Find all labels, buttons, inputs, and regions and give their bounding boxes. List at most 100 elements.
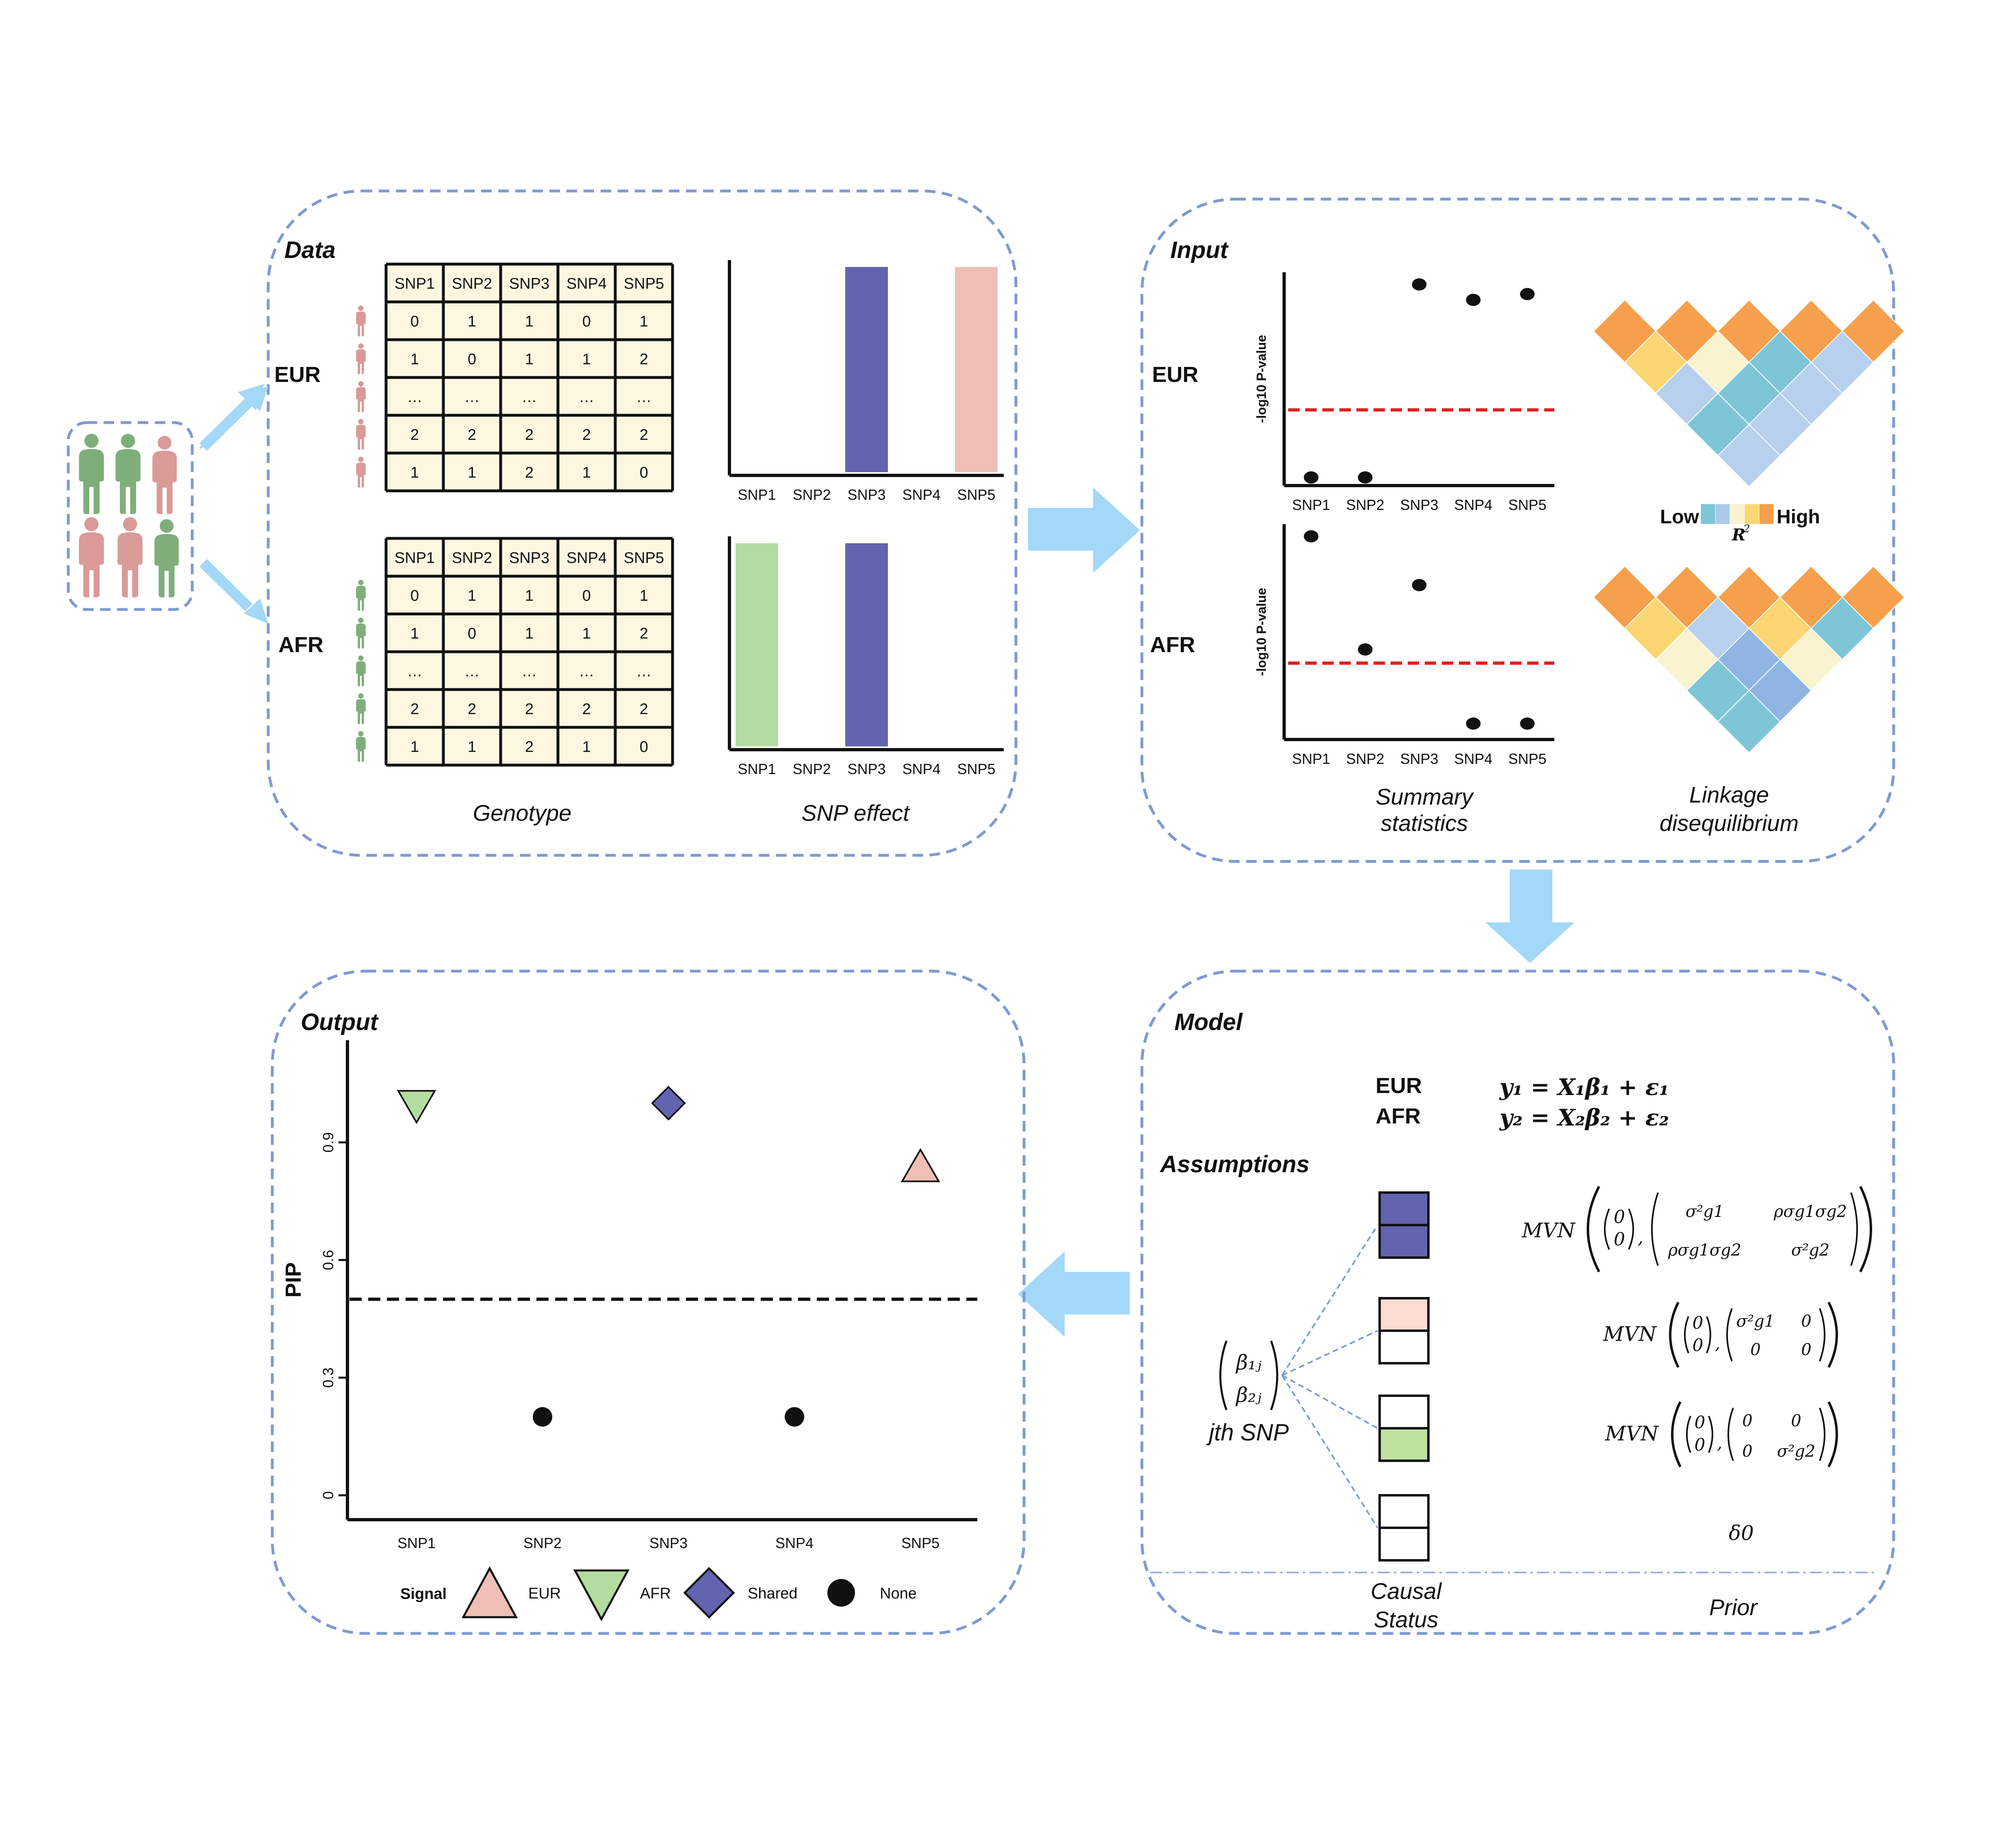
genotype-cell: … — [579, 389, 595, 406]
person-icon — [154, 519, 179, 597]
status-box-top — [1378, 1494, 1430, 1529]
prior-3-mat-right — [1819, 1408, 1825, 1461]
population-group-box — [67, 421, 194, 611]
genotype-header: SNP1 — [395, 550, 435, 567]
genotype-cell: 2 — [410, 701, 419, 718]
ld-legend-low: Low — [1660, 506, 1699, 528]
person-icon — [79, 434, 104, 514]
assumptions-label: Assumptions — [1159, 1151, 1309, 1178]
pip-point-snp3 — [651, 1086, 686, 1121]
sumstat-point-snp1 — [1304, 471, 1319, 484]
summary-stat-plot-afr: SNP1 SNP2 SNP3 SNP4 SNP5 -log10 P-value — [1254, 524, 1554, 767]
prior-2: MVN 0 0 , σ²g1 0 0 0 — [1603, 1301, 1838, 1368]
prior-3-s11: 0 — [1742, 1412, 1752, 1430]
ld-caption-line1: Linkage — [1689, 782, 1769, 807]
person-icon — [117, 517, 143, 597]
ld-legend-swatch — [1715, 503, 1730, 525]
sumstat-tick-label: SNP3 — [1400, 750, 1438, 767]
pip-point-snp4 — [785, 1407, 804, 1427]
genotype-matrix-afr: SNP1 SNP2 SNP3 SNP4 SNP5 0 1 1 0 1 1 0 1 1 2 … … … … … 2 2 2 2 2… — [356, 537, 674, 767]
effect-tick-label: SNP1 — [738, 486, 776, 503]
ld-legend-r: R — [1732, 525, 1745, 544]
genotype-cell: … — [636, 663, 652, 680]
legend-marker-afr — [573, 1569, 630, 1622]
output-panel-title: Output — [301, 1009, 379, 1035]
sumstat-point-snp3 — [1412, 278, 1427, 291]
arrow-model-to-output-icon — [1018, 1251, 1130, 1337]
model-equation-eur: y₁ = X₁β₁ + ε₁ — [1499, 1074, 1669, 1101]
genotype-cell: 0 — [468, 351, 476, 368]
sumstat-point-snp2 — [1358, 471, 1373, 484]
genotype-header: SNP3 — [509, 275, 549, 293]
status-caption-line1: Causal — [1371, 1578, 1442, 1604]
population-group — [79, 434, 179, 597]
status-caption-line2: Status — [1374, 1607, 1439, 1632]
prior-2-mean-top: 0 — [1693, 1313, 1704, 1333]
model-equation-afr: y₂ = X₂β₂ + ε₂ — [1499, 1104, 1669, 1131]
snp-effect-chart-afr: SNP1 SNP2 SNP3 SNP4 SNP5 — [728, 536, 1004, 777]
status-box-bottom — [1378, 1224, 1430, 1259]
sumstat-ylabel: -log10 P-value — [1254, 588, 1269, 676]
pip-y-tick-label: 0.6 — [320, 1250, 336, 1270]
genotype-header: SNP4 — [566, 550, 607, 567]
sumstat-point-snp4 — [1466, 717, 1481, 730]
ld-heatmap-afr — [1593, 566, 1905, 753]
genotype-caption: Genotype — [473, 800, 572, 826]
genotype-cell: 0 — [468, 625, 476, 642]
genotype-cell: 2 — [468, 427, 476, 444]
input-panel — [1140, 197, 1895, 863]
genotype-cell: 2 — [525, 427, 534, 444]
effect-tick-label: SNP5 — [957, 761, 995, 777]
beta-vector-right-paren — [1270, 1340, 1278, 1410]
legend-label-afr: AFR — [640, 1585, 671, 1602]
sumstat-ylabel: -log10 P-value — [1254, 335, 1269, 423]
genotype-cell: 2 — [640, 625, 648, 642]
beta-vector-left-paren — [1219, 1340, 1228, 1410]
effect-bar-snp1 — [736, 543, 778, 746]
sumstat-tick-label: SNP1 — [1292, 497, 1330, 513]
pip-point-snp1 — [397, 1090, 436, 1124]
ld-cell — [1717, 424, 1781, 487]
prior-3-vec-left — [1686, 1416, 1691, 1453]
effect-tick-label: SNP5 — [957, 486, 995, 503]
sumstat-point-snp3 — [1412, 579, 1427, 591]
ld-cell — [1717, 690, 1781, 753]
sumstat-point-snp5 — [1520, 288, 1535, 300]
ld-legend-swatch — [1744, 503, 1760, 525]
prior-2-vec-left — [1684, 1316, 1689, 1353]
prior-1-mean-top: 0 — [1614, 1207, 1625, 1228]
genotype-cell: 2 — [525, 701, 534, 718]
genotype-cell: 2 — [640, 427, 648, 444]
genotype-cell: 1 — [525, 351, 534, 368]
genotype-cell: 2 — [640, 701, 648, 718]
genotype-cell: 0 — [410, 588, 419, 605]
arrow-input-to-model-icon — [1485, 870, 1575, 963]
prior-2-vec-right — [1706, 1316, 1711, 1353]
jth-snp-label: jth SNP — [1206, 1419, 1289, 1446]
genotype-cell: 0 — [410, 313, 419, 330]
person-icon — [115, 434, 141, 514]
sumstat-tick-label: SNP4 — [1454, 497, 1492, 513]
model-afr-label: AFR — [1376, 1104, 1421, 1128]
pip-legend: Signal EUR AFR Shared None — [400, 1566, 917, 1622]
arrow-to-afr-shaft — [199, 559, 253, 612]
ld-heatmap-eur — [1593, 299, 1905, 487]
genotype-cell: … — [636, 389, 652, 406]
effect-tick-label: SNP2 — [792, 486, 831, 503]
prior-1-mat-left — [1651, 1192, 1659, 1266]
pip-legend-title: Signal — [400, 1585, 447, 1603]
genotype-cell: 1 — [410, 625, 419, 642]
genotype-header: SNP1 — [395, 275, 435, 293]
ld-legend-colorbar — [1700, 503, 1774, 525]
prior-1-outer-left-paren — [1586, 1186, 1600, 1273]
prior-2-outer-right-paren — [1827, 1301, 1838, 1368]
genotype-cell: 1 — [582, 739, 591, 756]
prior-3-mean-bottom: 0 — [1695, 1435, 1706, 1455]
prior-2-mean-bottom: 0 — [1693, 1335, 1704, 1355]
eur-label: EUR — [274, 362, 321, 387]
sumstat-tick-label: SNP2 — [1346, 497, 1384, 513]
pip-ylabel: PIP — [281, 1262, 306, 1297]
prior-2-mat-left — [1726, 1308, 1733, 1362]
legend-marker-none — [827, 1579, 855, 1607]
sumstat-point-snp1 — [1304, 530, 1319, 542]
